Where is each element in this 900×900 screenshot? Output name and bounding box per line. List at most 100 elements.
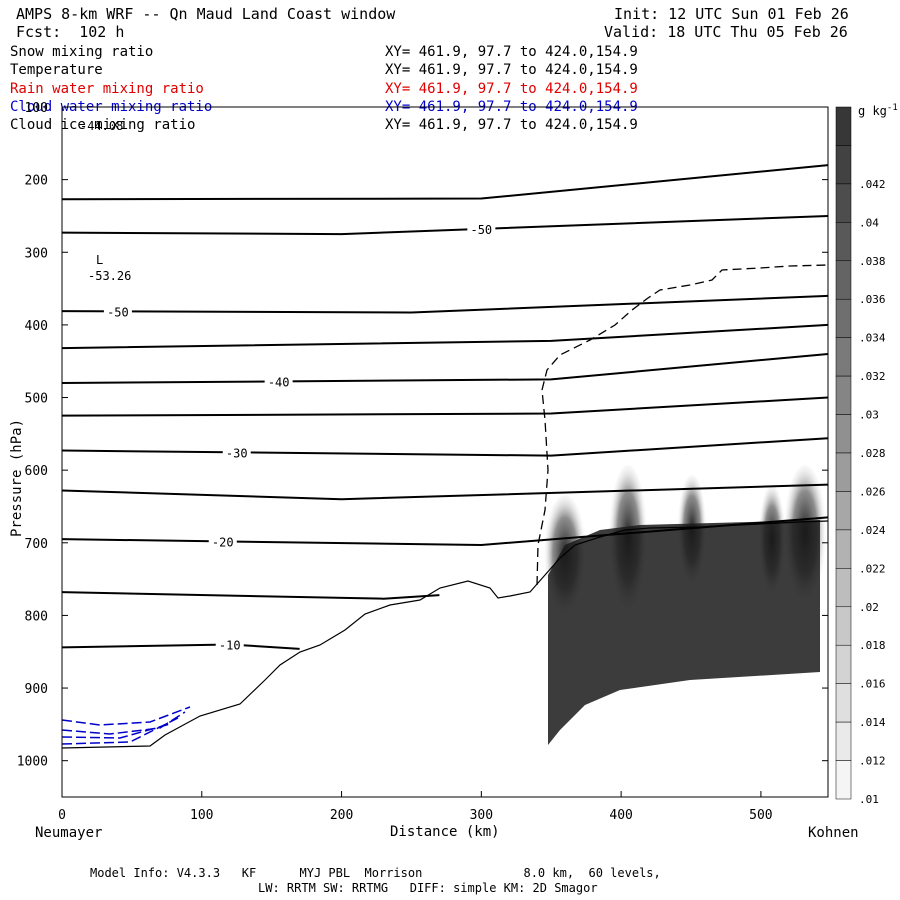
colorbar: .042 .04 .038 .036 .034 .032 .03 .028 .026 .024 .0… (835, 106, 886, 806)
contour-label-bg (103, 304, 132, 318)
x-tick-label: 100 (190, 808, 213, 823)
x-tick-label: 0 (58, 808, 66, 823)
colorbar-swatch (835, 529, 852, 569)
contour-label: -50 (107, 305, 129, 319)
y-tick-label: 100 (25, 101, 48, 116)
colorbar-swatch (835, 644, 852, 684)
y-tick-label: 800 (25, 609, 48, 624)
colorbar-tick-label: .022 (859, 562, 886, 575)
legend-name-rain: Rain water mixing ratio (10, 81, 204, 97)
y-axis-title: Pressure (hPa) (9, 418, 26, 538)
temperature-contour (61, 294, 829, 314)
x-tick-label: 400 (609, 808, 632, 823)
cloud-water-contour (61, 717, 179, 745)
contour-label-bg (264, 374, 293, 388)
colorbar-swatch (835, 106, 852, 146)
colorbar-swatch (835, 337, 852, 377)
colorbar-tick-label: .012 (859, 755, 886, 768)
cloud-water-contour (61, 706, 191, 726)
colorbar-swatch (835, 145, 852, 185)
low-marker-value: -53.26 (88, 269, 132, 283)
colorbar-tick-label: .024 (859, 524, 886, 537)
colorbar-swatch (835, 606, 852, 646)
low-marker-letter: L (96, 253, 104, 267)
contour-label: -40 (268, 375, 290, 389)
cloud-ice-contour (536, 264, 829, 586)
colorbar-tick-label: .026 (859, 485, 886, 498)
temperature-contour (61, 483, 829, 501)
colorbar-swatch (835, 183, 852, 223)
colorbar-swatch (835, 260, 852, 300)
x-axis: 0 100 200 300 400 500 (58, 791, 773, 823)
colorbar-swatch (835, 760, 852, 800)
snow-band-core (548, 520, 820, 745)
legend-name-cloud-ice: Cloud ice mixing ratio (10, 117, 196, 133)
colorbar-swatch (835, 375, 852, 415)
contour-label: -50 (470, 223, 492, 237)
colorbar-unit: g kg-1 (858, 101, 898, 118)
colorbar-tick-label: .01 (859, 793, 879, 806)
colorbar-tick-label: .036 (859, 293, 886, 306)
colorbar-swatch (835, 721, 852, 761)
temperature-contour (61, 164, 829, 201)
y-tick-label: 500 (25, 392, 48, 407)
y-tick-label: 700 (25, 537, 48, 552)
legend-xy-temperature: XY= 461.9, 97.7 to 424.0,154.9 (385, 62, 638, 78)
temperature-contour (61, 352, 829, 384)
x-axis-title: Distance (km) (390, 824, 500, 840)
legend-xy-cloud-ice: XY= 461.9, 97.7 to 424.0,154.9 (385, 117, 638, 133)
contour-label: -30 (226, 446, 248, 460)
temperature-contour (61, 643, 300, 650)
colorbar-tick-label: .014 (859, 716, 886, 729)
contour-label-bg (215, 637, 244, 651)
temperature-contour (61, 214, 829, 236)
y-tick-label: 400 (25, 319, 48, 334)
temperature-contour (61, 323, 829, 350)
x-tick-label: 500 (749, 808, 772, 823)
plot-frame (61, 106, 829, 798)
colorbar-swatch (835, 414, 852, 454)
model-info: Model Info: V4.3.3 KF MYJ PBL Morrison 8… (90, 866, 661, 880)
y-tick-label: 600 (25, 464, 48, 479)
valid-time: Valid: 18 UTC Thu 05 Feb 26 (604, 23, 848, 41)
y-tick-label: 200 (25, 174, 48, 189)
colorbar-swatch (835, 683, 852, 723)
x-tick-label: 200 (330, 808, 353, 823)
colorbar-tick-label: .02 (859, 601, 879, 614)
colorbar-tick-label: .032 (859, 370, 886, 383)
legend-name-temperature: Temperature (10, 62, 103, 78)
y-tick-label: 1000 (17, 755, 48, 770)
x-tick-label: 300 (470, 808, 493, 823)
colorbar-swatch (835, 491, 852, 531)
chart-title: AMPS 8-km WRF -- Qn Maud Land Coast wind… (16, 5, 396, 23)
left-endpoint-label: Neumayer (35, 825, 103, 841)
init-time: Init: 12 UTC Sun 01 Feb 26 (614, 5, 849, 23)
overlap-contour-label: -44.08 (80, 119, 124, 133)
colorbar-tick-label: .04 (859, 216, 879, 229)
colorbar-tick-label: .018 (859, 639, 886, 652)
temperature-contour (61, 591, 440, 600)
contour-label-bg (467, 221, 496, 235)
colorbar-swatch (835, 568, 852, 608)
colorbar-swatch (835, 298, 852, 338)
cloud-water-contours (61, 706, 191, 745)
contour-label: -20 (212, 535, 234, 549)
colorbar-tick-label: .038 (859, 255, 886, 268)
terrain-outline (61, 520, 829, 749)
contour-label-bg (208, 534, 237, 548)
temperature-contour (61, 396, 829, 417)
colorbar-swatch (835, 222, 852, 262)
y-tick-label: 300 (25, 246, 48, 261)
contour-label-bg (222, 445, 251, 459)
legend-xy-snow: XY= 461.9, 97.7 to 424.0,154.9 (385, 44, 638, 60)
colorbar-tick-label: .016 (859, 678, 886, 691)
snow-shading (543, 465, 827, 745)
colorbar-tick-label: .034 (859, 332, 886, 345)
y-axis: 100 200 300 400 500 600 700 800 900 1000 (17, 101, 828, 770)
colorbar-swatch (835, 452, 852, 492)
contour-label: -10 (219, 638, 241, 652)
y-tick-label: 900 (25, 682, 48, 697)
temperature-contour (61, 437, 829, 457)
colorbar-unit-exp: -1 (886, 103, 898, 113)
